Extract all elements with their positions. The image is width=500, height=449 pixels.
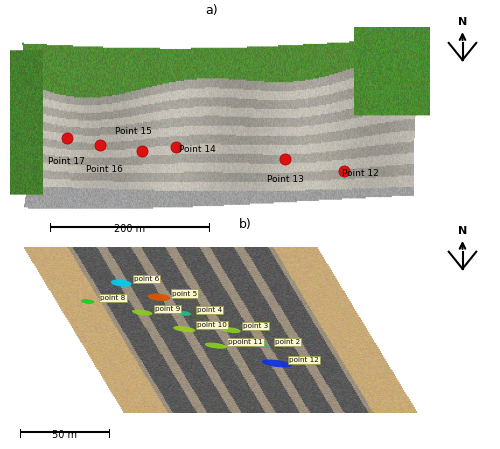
Text: point 4: point 4 bbox=[197, 307, 222, 313]
Text: point 12: point 12 bbox=[290, 357, 319, 363]
Text: 200 m: 200 m bbox=[114, 224, 146, 234]
Text: point 8: point 8 bbox=[100, 295, 126, 301]
Text: point 6: point 6 bbox=[134, 277, 159, 282]
Text: point 9: point 9 bbox=[155, 306, 180, 312]
Text: point 2: point 2 bbox=[274, 339, 300, 345]
Text: Point 12: Point 12 bbox=[342, 169, 379, 178]
Text: a): a) bbox=[206, 4, 218, 17]
Text: ppoint 11: ppoint 11 bbox=[228, 339, 263, 345]
Ellipse shape bbox=[148, 294, 170, 300]
Ellipse shape bbox=[112, 280, 131, 286]
Text: 50 m: 50 m bbox=[52, 430, 78, 440]
Text: N: N bbox=[458, 226, 467, 236]
Ellipse shape bbox=[221, 328, 240, 332]
Text: N: N bbox=[458, 18, 467, 27]
Ellipse shape bbox=[256, 344, 268, 348]
Ellipse shape bbox=[206, 343, 226, 348]
Text: Point 17: Point 17 bbox=[48, 157, 85, 166]
Text: Point 15: Point 15 bbox=[116, 127, 152, 136]
Ellipse shape bbox=[82, 299, 94, 304]
Ellipse shape bbox=[262, 360, 291, 367]
Text: point 3: point 3 bbox=[243, 323, 268, 329]
Text: b): b) bbox=[239, 218, 252, 231]
Ellipse shape bbox=[178, 312, 190, 315]
Text: Point 13: Point 13 bbox=[266, 175, 304, 184]
Text: Point 16: Point 16 bbox=[86, 165, 123, 174]
Text: Point 14: Point 14 bbox=[178, 145, 216, 154]
Ellipse shape bbox=[132, 310, 152, 315]
Text: point 5: point 5 bbox=[172, 291, 197, 297]
Text: point 10: point 10 bbox=[197, 322, 227, 328]
Ellipse shape bbox=[174, 326, 195, 332]
